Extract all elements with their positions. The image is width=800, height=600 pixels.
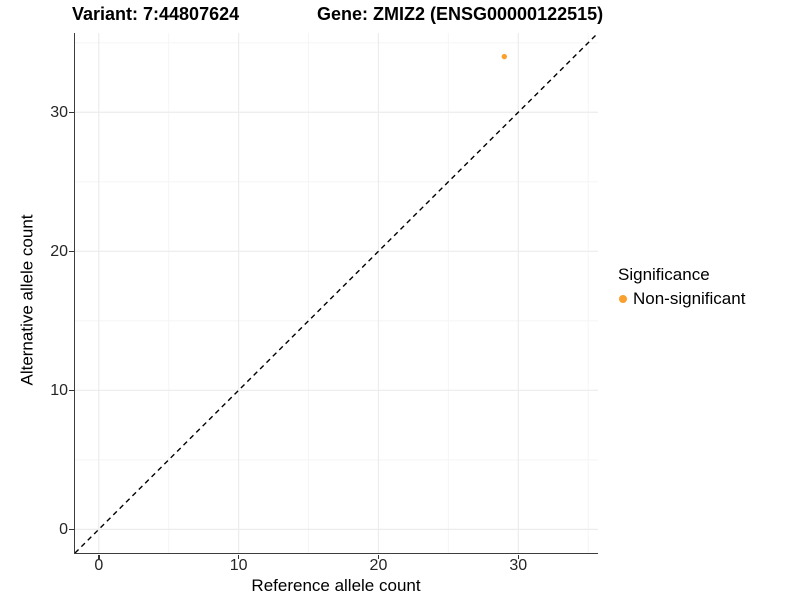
plot-title-variant: Variant: 7:44807624 (72, 4, 240, 24)
legend-items: Non-significant (618, 289, 745, 309)
y-axis-tick-mark (69, 111, 74, 113)
y-axis-tick-mark (69, 528, 74, 531)
plot-panel (73, 33, 598, 554)
x-axis-tick-mark (98, 554, 100, 559)
identity-dashed-line (74, 33, 598, 553)
y-axis-tick-label: 10 (50, 381, 68, 399)
legend-item-label: Non-significant (633, 289, 746, 308)
x-axis-title: Reference allele count (251, 576, 421, 595)
x-axis-tick-mark (237, 554, 240, 559)
y-axis-tick-mark (69, 389, 74, 392)
legend-item: Non-significant (618, 289, 745, 309)
y-axis-tick-mark (69, 250, 74, 253)
y-axis-tick-label: 30 (50, 103, 68, 121)
x-axis-tick-label: 20 (369, 557, 388, 574)
data-point (501, 53, 507, 60)
x-axis-tick-label: 10 (229, 557, 248, 574)
x-axis-tick-mark (377, 554, 380, 559)
x-axis-tick-label: 0 (94, 557, 104, 574)
legend: Significance Non-significant (618, 265, 745, 309)
plot-title-gene: Gene: ZMIZ2 (ENSG00000122515) (317, 4, 604, 24)
x-axis-tick-mark (517, 554, 520, 559)
y-axis-title: Alternative allele count (17, 214, 37, 386)
legend-title: Significance (618, 265, 710, 284)
plot-canvas (74, 33, 598, 553)
legend-point-icon (619, 295, 627, 303)
x-axis-tick-label: 30 (509, 557, 528, 574)
y-axis-tick-label: 20 (50, 242, 68, 260)
y-axis-tick-label: 0 (59, 520, 68, 538)
